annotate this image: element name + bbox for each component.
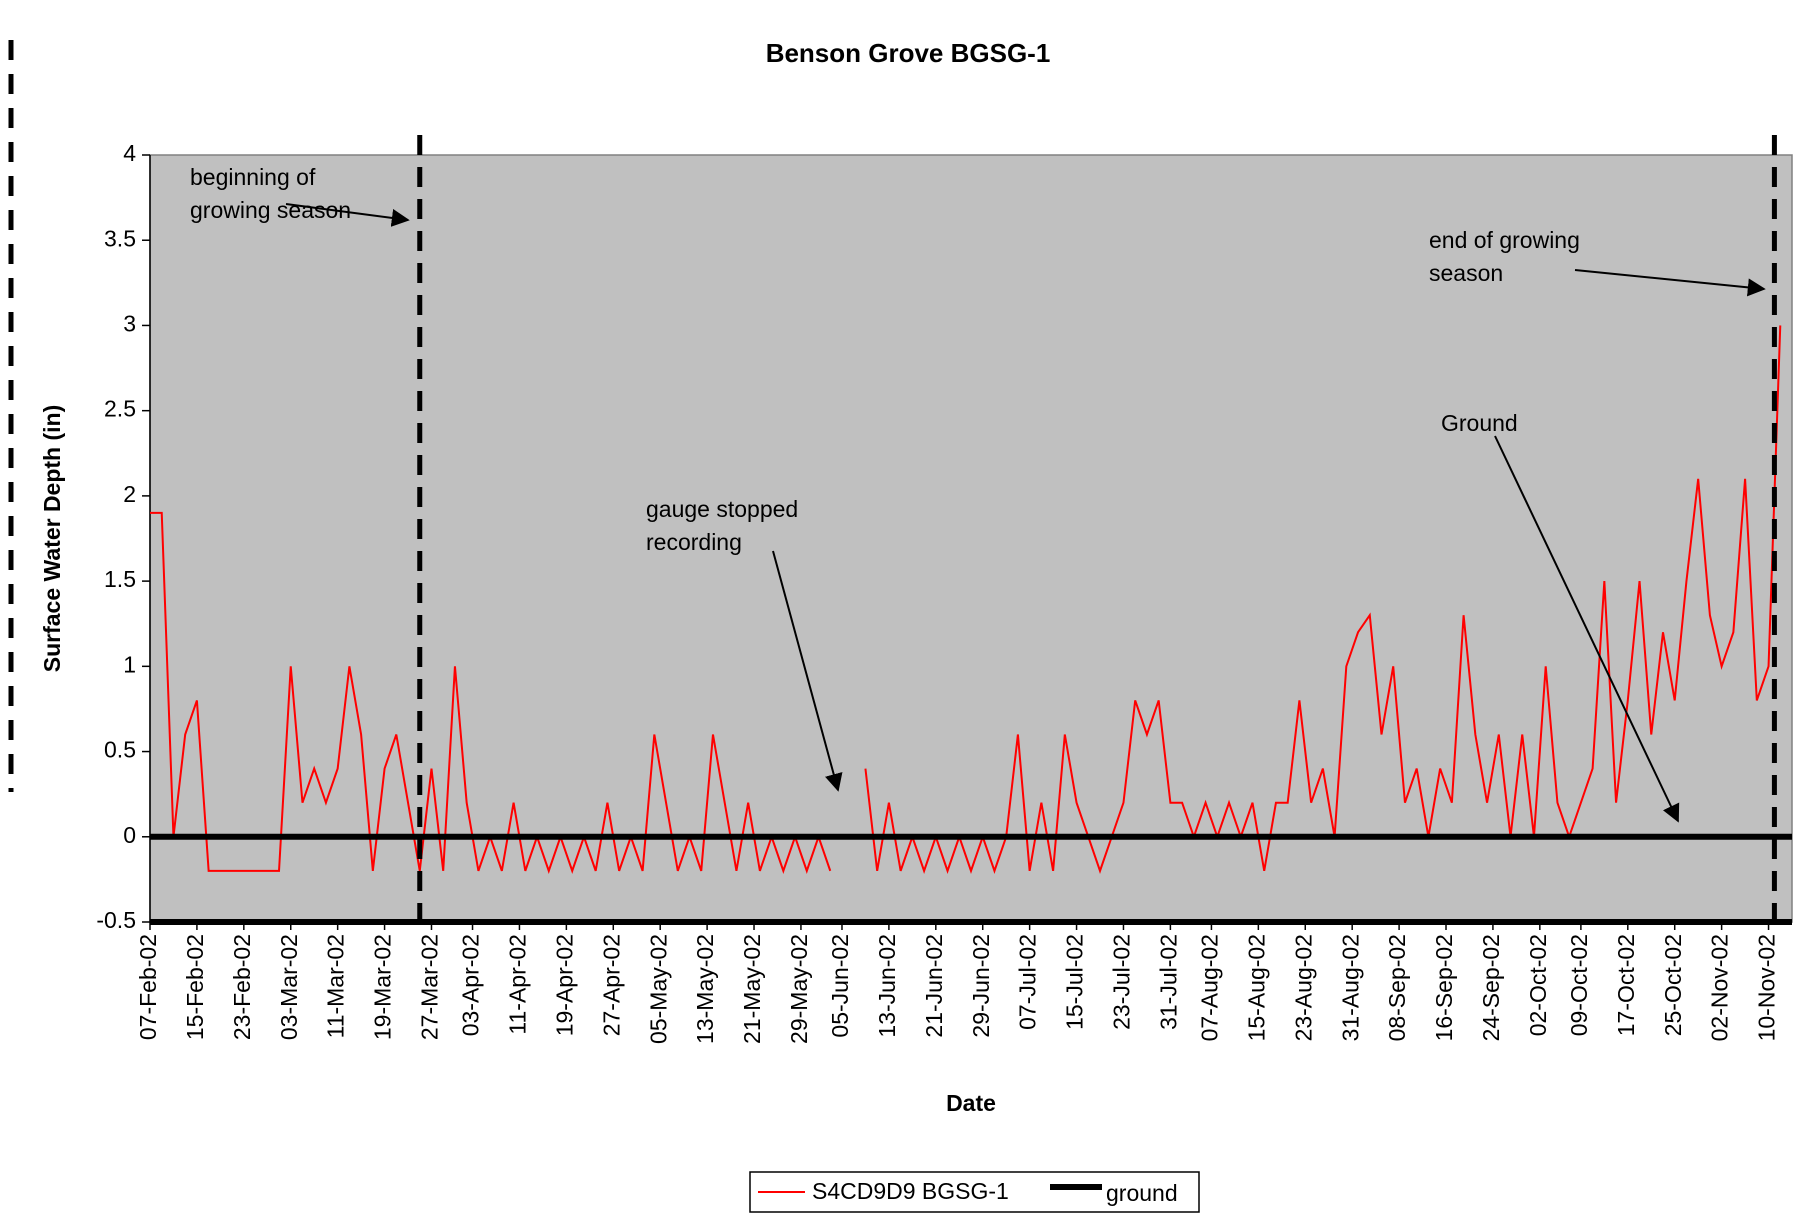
- x-tick-label: 07-Jul-02: [1015, 934, 1041, 1030]
- x-tick-label: 21-May-02: [739, 934, 765, 1044]
- x-tick-label: 09-Oct-02: [1566, 934, 1592, 1036]
- y-tick-label: 0: [123, 822, 136, 848]
- x-tick-label: 05-May-02: [645, 934, 671, 1044]
- x-tick-label: 16-Sep-02: [1431, 934, 1457, 1041]
- x-tick-label: 29-Jun-02: [968, 934, 994, 1038]
- x-tick-label: 23-Feb-02: [229, 934, 255, 1040]
- x-tick-label: 10-Nov-02: [1754, 934, 1780, 1041]
- x-tick-label: 02-Nov-02: [1707, 934, 1733, 1041]
- x-tick-label: 19-Apr-02: [551, 934, 577, 1036]
- annotation-arrow: [285, 203, 410, 227]
- x-tick-label: 11-Mar-02: [323, 934, 349, 1038]
- annotation-text: end of growing: [1429, 227, 1580, 253]
- x-tick-label: 15-Feb-02: [182, 934, 208, 1040]
- annotation-arrow: [772, 550, 843, 792]
- legend-box: [749, 1171, 1200, 1213]
- y-axis-title: Surface Water Depth (in): [39, 405, 65, 673]
- y-tick-label: 0.5: [104, 737, 136, 763]
- x-tick-label: 19-Mar-02: [370, 934, 396, 1040]
- x-tick-label: 07-Feb-02: [135, 934, 161, 1040]
- x-tick-label: 21-Jun-02: [921, 934, 947, 1038]
- x-tick-label: 08-Sep-02: [1384, 934, 1410, 1041]
- x-tick-label: 31-Aug-02: [1337, 934, 1363, 1041]
- annotation-text: recording: [646, 529, 742, 555]
- y-tick-label: 2: [123, 481, 136, 507]
- annotation-text: season: [1429, 260, 1503, 286]
- x-tick-label: 13-Jun-02: [874, 934, 900, 1038]
- annotation-text: Ground: [1441, 410, 1518, 436]
- x-tick-label: 25-Oct-02: [1660, 934, 1686, 1036]
- x-tick-label: 02-Oct-02: [1525, 934, 1551, 1036]
- x-tick-label: 31-Jul-02: [1155, 934, 1181, 1030]
- annotation-arrow: [1494, 435, 1680, 823]
- chart-title: Benson Grove BGSG-1: [766, 38, 1051, 68]
- x-tick-label: 15-Aug-02: [1243, 934, 1269, 1041]
- x-tick-label: 05-Jun-02: [827, 934, 853, 1038]
- y-tick-label: -0.5: [96, 907, 136, 933]
- x-tick-label: 03-Mar-02: [276, 934, 302, 1040]
- y-tick-label: 2.5: [104, 396, 136, 422]
- annotation-text: growing season: [190, 197, 351, 223]
- legend-label: ground: [1106, 1180, 1178, 1206]
- x-tick-label: 03-Apr-02: [458, 934, 484, 1036]
- y-tick-label: 4: [123, 140, 136, 166]
- x-tick-label: 17-Oct-02: [1613, 934, 1639, 1036]
- annotation-text: gauge stopped: [646, 496, 798, 522]
- x-tick-label: 27-Apr-02: [598, 934, 624, 1036]
- x-axis-title: Date: [946, 1090, 996, 1116]
- x-tick-label: 27-Mar-02: [417, 934, 443, 1040]
- x-tick-label: 11-Apr-02: [505, 934, 531, 1035]
- x-tick-label: 23-Jul-02: [1109, 934, 1135, 1030]
- annotation-text: beginning of: [190, 164, 316, 190]
- annotation-arrow: [1574, 269, 1766, 297]
- x-tick-label: 23-Aug-02: [1290, 934, 1316, 1041]
- x-tick-label: 13-May-02: [692, 934, 718, 1044]
- x-tick-label: 15-Jul-02: [1062, 934, 1088, 1030]
- y-tick-label: 1: [123, 651, 136, 677]
- x-tick-label: 24-Sep-02: [1478, 934, 1504, 1041]
- legend-label: S4CD9D9 BGSG-1: [812, 1178, 1009, 1204]
- y-tick-label: 3.5: [104, 225, 136, 251]
- x-tick-label: 29-May-02: [786, 934, 812, 1044]
- y-tick-label: 3: [123, 311, 136, 337]
- y-tick-label: 1.5: [104, 566, 136, 592]
- plot-background: [149, 154, 1793, 923]
- x-tick-label: 07-Aug-02: [1197, 934, 1223, 1041]
